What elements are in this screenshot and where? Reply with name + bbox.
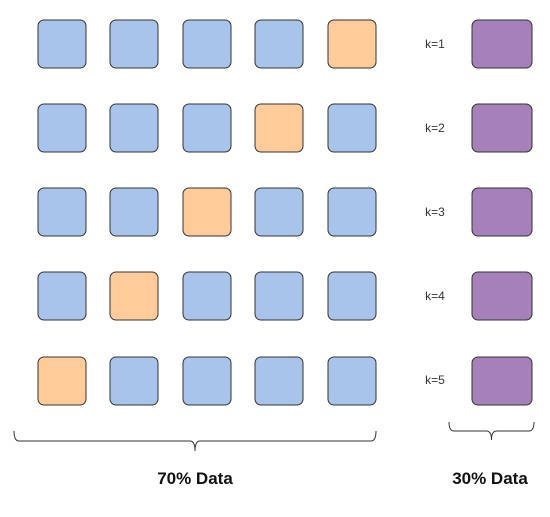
train-fold-block-r1-c2 (109, 19, 159, 69)
holdout-block-5 (471, 356, 533, 406)
train-fold-block-r2-c1 (37, 103, 87, 153)
train-fold-block-r4-c3 (182, 271, 232, 321)
caption-30-percent-data: 30% Data (452, 469, 528, 488)
train-fold-block-r2-c3 (182, 103, 232, 153)
holdout-block-3 (471, 187, 533, 237)
train-fold-block-r3-c2 (109, 187, 159, 237)
test-fold-block-r3-c3 (182, 187, 232, 237)
test-fold-block-r5-c1 (37, 356, 87, 406)
train-fold-block-r2-c2 (109, 103, 159, 153)
test-fold-block-r2-c4 (254, 103, 304, 153)
train-fold-block-r1-c4 (254, 19, 304, 69)
test-fold-block-r1-c5 (327, 19, 377, 69)
holdout-block-2 (471, 103, 533, 153)
train-fold-block-r4-c5 (327, 271, 377, 321)
train-fold-block-r3-c1 (37, 187, 87, 237)
k-label-3: k=3 (425, 205, 445, 219)
k-label-5: k=5 (425, 373, 445, 387)
k-label-1: k=1 (425, 37, 445, 51)
caption-70-percent-data: 70% Data (157, 469, 233, 488)
train-fold-block-r5-c3 (182, 356, 232, 406)
k-label-2: k=2 (425, 121, 445, 135)
brace-training-data (13, 430, 377, 452)
test-fold-block-r4-c2 (109, 271, 159, 321)
train-fold-block-r1-c1 (37, 19, 87, 69)
train-fold-block-r5-c2 (109, 356, 159, 406)
brace-holdout-data (448, 421, 535, 441)
train-fold-block-r1-c3 (182, 19, 232, 69)
train-fold-block-r5-c4 (254, 356, 304, 406)
train-fold-block-r3-c5 (327, 187, 377, 237)
k-label-4: k=4 (425, 289, 445, 303)
train-fold-block-r3-c4 (254, 187, 304, 237)
train-fold-block-r4-c1 (37, 271, 87, 321)
train-fold-block-r2-c5 (327, 103, 377, 153)
holdout-block-1 (471, 19, 533, 69)
train-fold-block-r4-c4 (254, 271, 304, 321)
train-fold-block-r5-c5 (327, 356, 377, 406)
holdout-block-4 (471, 271, 533, 321)
